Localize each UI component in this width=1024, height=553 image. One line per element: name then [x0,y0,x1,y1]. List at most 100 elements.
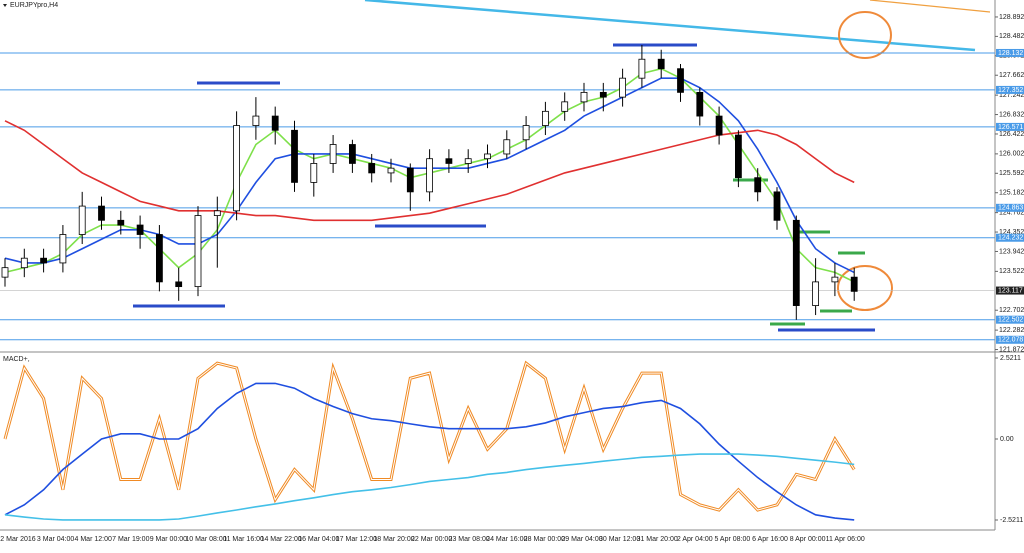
x-tick-label: 29 Mar 04:00 [561,536,602,543]
candle-body [677,68,684,93]
candle-body [522,125,530,141]
candle-body [754,177,762,193]
candle-body [387,167,395,174]
current-price-label: 123.117 [998,287,1023,294]
candle-body [619,77,626,98]
x-tick-label: 14 Mar 22:00 [261,536,302,543]
candle-body [445,158,453,164]
candle-body [735,134,742,179]
x-tick-label: 22 Mar 00:00 [411,536,452,543]
y-tick-label: 126.832 [999,111,1024,118]
y-tick-label: 125.182 [999,190,1024,197]
x-tick-label: 2 Mar 2016 [0,536,36,543]
candle-body [503,139,511,155]
candle-body [657,58,665,70]
candle-body [368,163,376,174]
y-tick-label: 126.002 [999,151,1024,158]
candle-body [271,115,279,131]
level-label-bg [996,48,1024,57]
level-label: 124.232 [998,235,1023,242]
candle-body [310,163,318,183]
candle-body [850,276,858,292]
candle-body [194,215,202,288]
line-series-highlight [4,362,855,511]
current-price-bg [996,286,1024,295]
candle-body [831,276,839,283]
y-tick-label: 125.592 [999,170,1024,177]
x-tick-label: 28 Mar 00:00 [524,536,565,543]
candle-body [561,101,569,112]
level-label: 122.078 [998,337,1023,344]
candle-body [542,110,549,126]
x-tick-label: 6 Apr 16:00 [752,536,788,543]
level-label: 122.502 [998,317,1023,324]
candle-body [773,191,781,221]
candle-body [136,224,144,235]
x-tick-label: 8 Apr 00:00 [790,536,826,543]
candle-body [233,125,241,212]
candle-body [696,91,704,117]
price-axis-frame [0,0,1024,531]
level-label: 128.132 [998,50,1023,57]
candle-body [40,257,47,264]
x-tick-label: 18 Mar 20:00 [373,536,414,543]
level-label: 126.571 [998,124,1023,131]
highlight-circle [837,265,893,311]
y-tick-label: 122.702 [999,307,1024,314]
indicator-title: MACD+, [3,356,30,363]
candle-body [20,257,28,269]
x-tick-label: 10 Mar 08:00 [185,536,226,543]
candle-body [1,267,9,278]
y-tick-label: 122.282 [999,327,1024,334]
line-series [4,382,855,521]
candle-body [175,281,183,288]
candle-body [715,115,723,136]
x-tick-label: 4 Mar 12:00 [75,536,112,543]
y-tick-label: 0.00 [1000,436,1014,443]
candle-body [98,205,105,221]
level-label: 127.352 [998,87,1023,94]
highlight-circle [838,11,892,59]
level-label-bg [996,85,1024,94]
y-tick-label: 124.352 [999,229,1024,236]
y-tick-label: 127.662 [999,72,1024,79]
candle-body [78,205,86,235]
level-label-bg [996,122,1024,131]
candle-body [348,144,356,164]
candle-body [155,234,163,283]
x-tick-label: 11 Apr 06:00 [826,536,865,543]
x-tick-label: 17 Mar 12:00 [336,536,377,543]
y-tick-label: 128.482 [999,33,1024,40]
y-tick-label: 126.422 [999,131,1024,138]
y-tick-label: 124.762 [999,209,1024,216]
trend-line [869,0,991,13]
y-tick-label: -2.5211 [1000,517,1023,524]
level-label-bg [996,315,1024,324]
x-tick-label: 5 Apr 08:00 [714,536,750,543]
candle-body [406,167,414,193]
x-tick-label: 3 Mar 04:00 [37,536,74,543]
level-label-bg [996,203,1024,212]
x-tick-label: 16 Mar 04:00 [298,536,339,543]
trend-line [364,0,976,52]
x-tick-label: 9 Mar 00:00 [150,536,187,543]
candle-body [117,219,125,226]
y-tick-label: 128.892 [999,14,1024,21]
candle-body [426,158,434,193]
candle-body [484,153,491,160]
candle-body [291,129,298,183]
x-tick-label: 7 Mar 19:00 [112,536,149,543]
level-label-bg [996,233,1024,242]
y-tick-label: 123.942 [999,248,1024,255]
y-tick-label: 123.522 [999,268,1024,275]
candle-body [812,281,819,306]
menu-arrow [3,4,7,7]
candle-body [792,219,800,306]
x-tick-label: 2 Apr 04:00 [677,536,713,543]
candle-body [580,91,588,103]
level-label: 124.863 [998,205,1023,212]
line-series [4,453,855,521]
x-tick-label: 30 Mar 12:00 [599,536,640,543]
